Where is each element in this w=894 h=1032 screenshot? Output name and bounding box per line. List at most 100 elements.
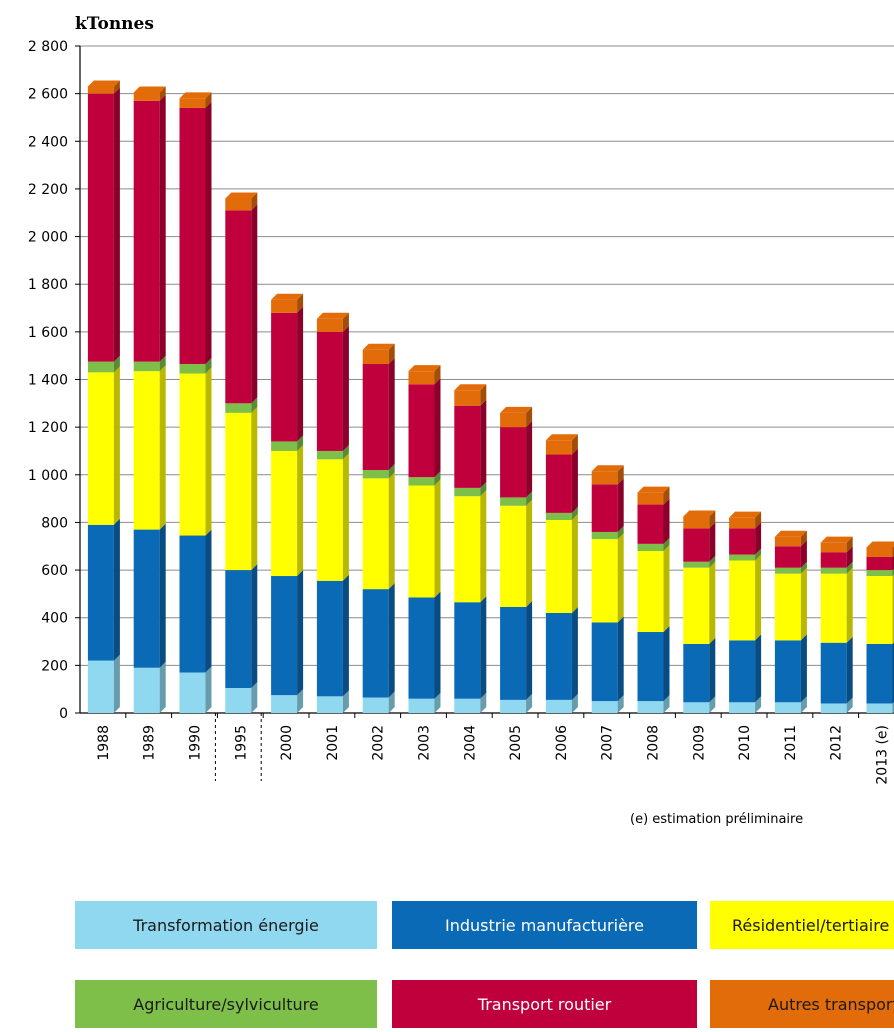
bar-stack-2012: [820, 536, 853, 713]
bar-segment-side: [251, 192, 258, 211]
bar-segment-side: [571, 606, 578, 700]
bar-segment: [225, 687, 252, 713]
bar-segment: [316, 331, 343, 451]
bar-segment: [729, 702, 756, 713]
bar-segment-side: [159, 365, 166, 530]
bar-segment: [637, 632, 664, 702]
bar-segment-side: [846, 561, 853, 574]
bar-segment: [637, 551, 664, 633]
bar-top-face: [820, 536, 853, 543]
bar-segment: [637, 701, 664, 713]
bar-top-face: [591, 465, 624, 472]
bar-segment: [225, 210, 252, 404]
bar-segment-side: [297, 435, 304, 451]
bar-segment-side: [388, 583, 395, 698]
bar-stack-2005: [500, 406, 533, 713]
bar-segment: [271, 312, 298, 442]
bar-segment-side: [617, 533, 624, 623]
bar-segment: [408, 371, 435, 385]
bar-segment-side: [342, 312, 349, 332]
bar-segment-side: [571, 448, 578, 513]
bar-top-face: [179, 92, 212, 99]
bar-segment: [454, 496, 481, 603]
bar-segment: [408, 477, 435, 486]
bar-segment-side: [297, 293, 304, 313]
bar-stack-2009: [683, 510, 716, 713]
bar-segment: [729, 528, 756, 555]
legend-item-residentiel-tertiaire: Résidentiel/tertiaire: [710, 901, 894, 949]
bar-segment-side: [526, 600, 533, 700]
bar-segment-side: [434, 479, 441, 598]
x-tick-label: 1988: [96, 725, 112, 761]
x-tick-label: 2004: [462, 725, 478, 761]
x-tick-label: 2003: [417, 725, 433, 761]
bar-segment: [683, 702, 710, 713]
bar-segment-side: [480, 596, 487, 699]
bar-stack-2011: [774, 530, 807, 713]
bar-stack-2008: [637, 486, 670, 713]
bar-segment-side: [800, 530, 807, 547]
legend-item-industrie-manufacturiere: Industrie manufacturière: [392, 901, 697, 949]
bar-segment: [454, 698, 481, 713]
bar-segment-side: [709, 561, 716, 644]
bar-segment-side: [663, 498, 670, 544]
bar-segment-side: [113, 654, 120, 713]
bar-segment: [87, 93, 114, 362]
bar-top-face: [866, 541, 894, 548]
bar-segment: [774, 702, 801, 713]
bar-segment-side: [480, 384, 487, 406]
legend-item-autres-transports: Autres transports: [710, 980, 894, 1028]
bar-segment: [591, 471, 618, 485]
bar-segment: [316, 580, 343, 697]
bar-segment: [820, 573, 847, 643]
bar-segment: [408, 384, 435, 478]
bar-segment: [545, 612, 572, 700]
bar-segment-side: [159, 86, 166, 101]
bar-stack-2007: [591, 465, 624, 713]
bar-segment: [271, 450, 298, 577]
footnote: (e) estimation préliminaire: [630, 812, 804, 827]
bar-segment: [591, 539, 618, 623]
bar-segment: [637, 504, 664, 544]
x-tick-label: 1989: [142, 725, 158, 761]
bar-segment: [87, 372, 114, 525]
y-tick-label: 2 200: [28, 182, 68, 198]
bar-top-face: [454, 384, 487, 391]
y-tick-label: 1 600: [28, 325, 68, 341]
axes: [75, 45, 894, 781]
bar-segment-side: [709, 696, 716, 713]
bar-segment-side: [342, 574, 349, 697]
bar-segment: [179, 364, 206, 374]
bar-segment-side: [342, 325, 349, 451]
bar-segment-side: [342, 444, 349, 460]
bar-segment: [133, 667, 160, 713]
bar-segment-side: [800, 561, 807, 574]
bar-segment: [408, 698, 435, 713]
bar-segment-side: [800, 567, 807, 641]
bar-top-face: [133, 86, 166, 93]
bar-segment-side: [480, 490, 487, 603]
bar-stack-2000: [271, 293, 304, 713]
bar-top-face: [545, 434, 578, 441]
bar-segment: [774, 546, 801, 568]
bar-segment-side: [434, 692, 441, 713]
bar-segment: [820, 703, 847, 713]
bar-stack-1988: [87, 80, 120, 713]
bar-stack-2003: [408, 365, 441, 713]
bar-segment-side: [434, 591, 441, 699]
bar-segment-side: [113, 355, 120, 373]
bar-segment: [774, 640, 801, 703]
bar-segment-side: [846, 567, 853, 643]
bar-segment-side: [205, 529, 212, 673]
bar-segment-side: [205, 666, 212, 713]
bar-top-face: [225, 192, 258, 199]
bar-segment: [225, 412, 252, 571]
bar-segment-side: [846, 636, 853, 704]
bar-segment: [866, 556, 893, 571]
y-tick-label: 600: [41, 563, 68, 579]
bar-segment: [591, 622, 618, 702]
bar-segment-side: [388, 358, 395, 471]
bar-segment: [866, 703, 893, 713]
y-tick-label: 2 400: [28, 134, 68, 150]
bar-segment-side: [251, 406, 258, 571]
